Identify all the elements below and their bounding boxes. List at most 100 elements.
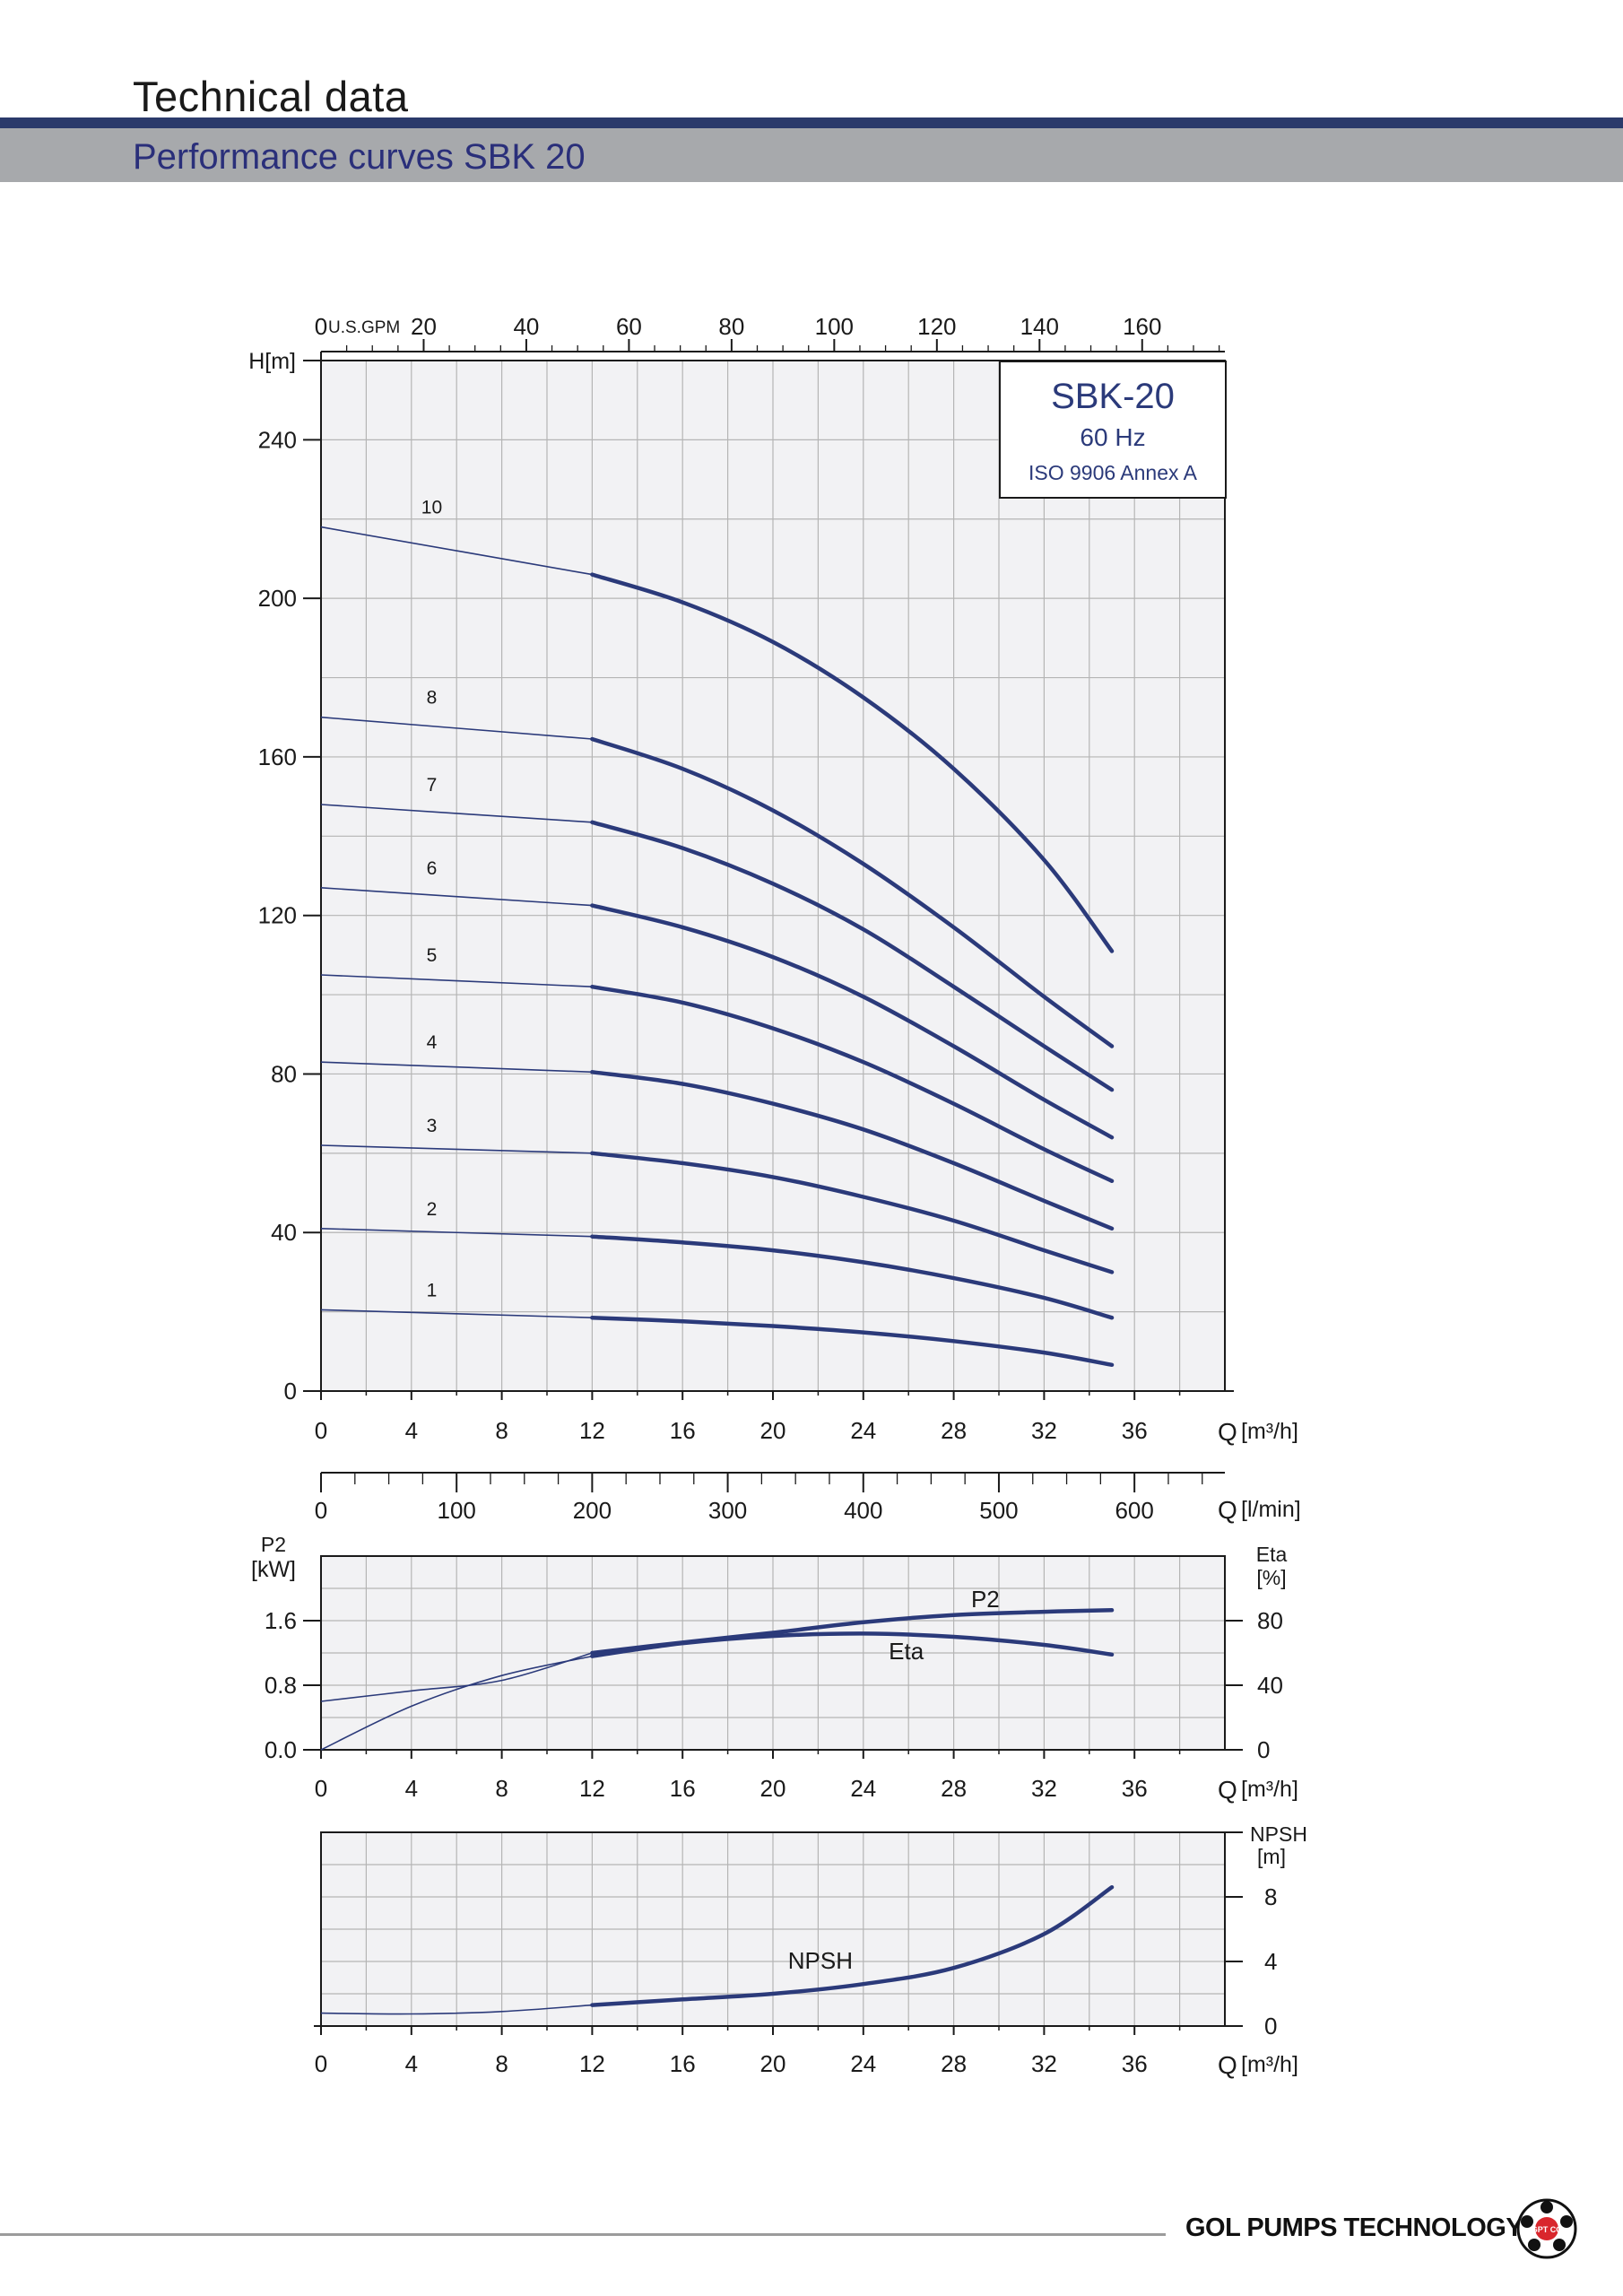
npsh-chart-xtick-label: 8 [495,2050,508,2077]
power-chart-ytick-right-label: 40 [1257,1672,1283,1699]
head-curve-8-thin [320,716,593,740]
power-chart-ytick-left-label: 0.8 [265,1672,297,1699]
power-chart-ytick-right-label: 80 [1257,1607,1283,1634]
head-chart-ylabel: H[m] [248,349,296,374]
head-curve-5-thick [590,984,1115,1184]
page-subtitle: Performance curves SBK 20 [133,137,586,177]
npsh-chart-xtick-label: 28 [941,2050,967,2077]
logo-text: GPT CO [1532,2225,1563,2234]
power-chart-xlabel-unit: [m³/h] [1241,1777,1298,1802]
company-logo-icon: GPT CO [1516,2198,1577,2259]
gpm-axis-label: U.S.GPM [328,318,400,337]
head-chart-ytick-label: 240 [258,426,297,453]
head-curve-3-thin [320,1144,593,1154]
head-chart-xtick-label: 24 [850,1417,876,1444]
head-curve-2-thick [590,1234,1115,1320]
npsh-chart-xtick-label: 32 [1031,2050,1057,2077]
power-chart-ytick-left-label: 1.6 [265,1607,297,1634]
power-chart-xtick-label: 28 [941,1775,967,1802]
npsh-chart-xtick-label: 0 [315,2050,327,2077]
footer-rule [0,2233,1166,2236]
power-chart-ylabel-left-bottom: [kW] [251,1557,296,1582]
lmin-tick-label: 400 [844,1497,882,1524]
head-curve-6-thick [590,903,1115,1140]
p2-curve-label: P2 [971,1586,1000,1613]
power-chart-xtick-label: 32 [1031,1775,1057,1802]
head-chart-xtick-label: 32 [1031,1417,1057,1444]
lmin-tick-label: 0 [315,1497,327,1524]
power-curve-eta-thick [590,1631,1115,1658]
head-chart-ytick-label: 200 [258,585,297,612]
legend-standard: ISO 9906 Annex A [1028,461,1198,484]
gpm-tick-label: 20 [411,313,437,340]
head-curve-label-5: 5 [427,945,438,966]
lmin-tick-label: 300 [708,1497,747,1524]
head-curve-label-1: 1 [427,1280,438,1300]
head-chart-xtick-label: 0 [315,1417,327,1444]
power-chart-xtick-label: 20 [760,1775,786,1802]
head-chart-ytick-label: 0 [284,1378,297,1405]
power-efficiency-chart: 0 4 8 12 16 20 24 28 32 36 Q [m³/h] 0.0 0.8 1.6 0 40 80 P2… [251,1533,1298,1804]
legend-frequency: 60 Hz [1080,423,1145,451]
head-curve-8-thick [590,736,1115,1048]
head-chart-ytick-label: 40 [271,1219,297,1246]
eta-curve-label: Eta [889,1638,924,1665]
npsh-chart-ytick-right-label: 8 [1264,1883,1277,1910]
gpm-tick-label: 120 [917,313,956,340]
gpm-tick-label: 40 [513,313,539,340]
head-chart-xlabel-unit: [m³/h] [1241,1419,1298,1444]
head-curve-3-thick [590,1151,1115,1274]
lmin-tick-label: 500 [979,1497,1018,1524]
power-chart-ytick-right-label: 0 [1257,1736,1270,1763]
npsh-chart-xtick-label: 16 [670,2050,696,2077]
power-chart-ylabel-right-bottom: [%] [1256,1566,1286,1589]
head-curve-label-6: 6 [427,858,438,879]
power-curve-p2-thin [320,1652,593,1702]
head-curve-label-4: 4 [427,1032,438,1053]
head-curve-7-thick [590,820,1115,1092]
head-curve-1-thin [320,1309,593,1318]
head-curve-label-2: 2 [427,1199,438,1220]
power-chart-xtick-label: 36 [1122,1775,1148,1802]
gpm-tick-label: 100 [815,313,854,340]
header-bar [0,117,1623,128]
npsh-curve-thick [590,1884,1115,2007]
head-curve-1-thick [590,1315,1115,1368]
company-name: GOL PUMPS TECHNOLOGY INC [1185,2213,1573,2242]
flow-lmin-axis: 0 100 200 300 400 500 600 Q [l/min] [315,1472,1301,1524]
head-curve-label-10: 10 [421,498,442,518]
power-chart-xtick-label: 24 [850,1775,876,1802]
npsh-chart-xtick-label: 36 [1122,2050,1148,2077]
npsh-chart-xtick-label: 4 [405,2050,418,2077]
lmin-tick-label: 200 [573,1497,612,1524]
head-chart-xtick-label: 20 [760,1417,786,1444]
power-chart-ylabel-right-top: Eta [1256,1543,1288,1566]
subheader-bar [0,128,1623,182]
head-chart-xtick-label: 12 [579,1417,605,1444]
head-curve-label-7: 7 [427,775,438,796]
power-curve-eta-thin [320,1655,593,1751]
power-chart-ytick-left-label: 0.0 [265,1736,297,1763]
npsh-chart-ylabel-top: NPSH [1250,1822,1307,1846]
head-chart-xtick-label: 28 [941,1417,967,1444]
model-legend-box: SBK-20 60 Hz ISO 9906 Annex A [999,361,1227,499]
npsh-chart-ylabel-bottom: [m] [1257,1845,1286,1868]
head-chart: 0 4 8 12 16 20 24 28 32 36 Q [m³/h]0408012016020024… [248,313,1298,1446]
power-chart-xlabel-q: Q [1218,1776,1237,1804]
head-chart-ytick-label: 80 [271,1060,297,1087]
power-chart-xtick-label: 12 [579,1775,605,1802]
lmin-xlabel-unit: [l/min] [1241,1497,1301,1522]
npsh-chart-ytick-right-label: 4 [1264,1948,1277,1975]
head-chart-ytick-label: 160 [258,744,297,770]
npsh-chart-ytick-right-label: 0 [1264,2013,1277,2039]
power-chart-xtick-label: 0 [315,1775,327,1802]
power-chart-xtick-label: 16 [670,1775,696,1802]
head-curve-label-8: 8 [427,688,438,709]
gpm-tick-label: 60 [616,313,642,340]
head-curve-5-thin [320,974,593,987]
head-chart-xtick-label: 4 [405,1417,418,1444]
head-curve-4-thin [320,1061,593,1074]
head-chart-xtick-label: 8 [495,1417,508,1444]
head-curve-4-thick [590,1070,1115,1231]
